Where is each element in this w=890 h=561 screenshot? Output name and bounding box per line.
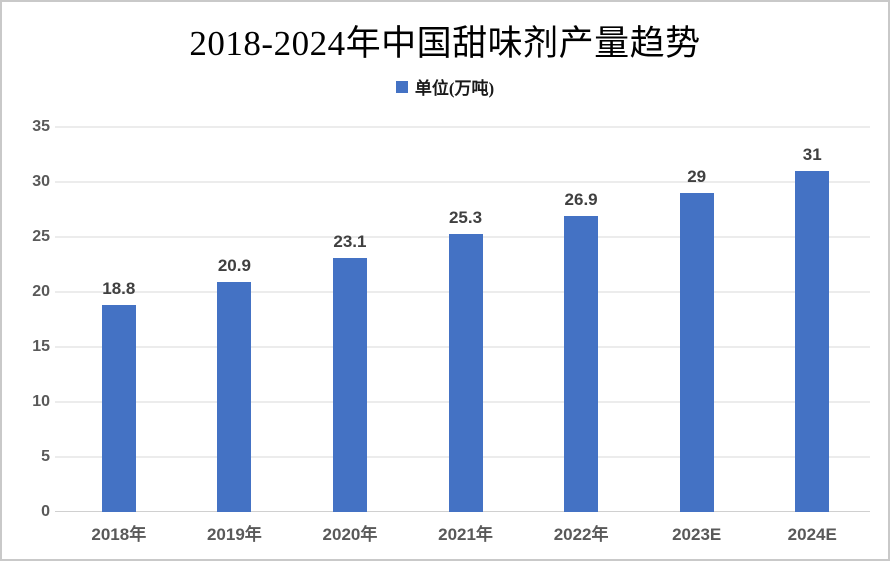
y-tick-label: 30	[32, 173, 50, 190]
bar-column: 23.1	[292, 127, 408, 512]
bar	[101, 305, 136, 512]
bar-value-label: 23.1	[333, 231, 367, 251]
chart-title: 2018-2024年中国甜味剂产量趋势	[189, 24, 701, 63]
x-axis: 2018年 2019年 2020年 2021年 2022年 2023E 2024E	[61, 525, 870, 545]
bar-value-label: 20.9	[217, 256, 251, 276]
y-tick-label: 0	[41, 503, 50, 520]
bar	[332, 257, 367, 512]
y-tick-label: 10	[32, 393, 50, 410]
bar-column: 20.9	[177, 127, 293, 512]
gridline	[55, 181, 870, 183]
bar-column: 25.3	[408, 127, 524, 512]
x-tick-label: 2022年	[553, 525, 609, 544]
plot-area: 18.8 20.9 23.1 25.3 26.9 29 31	[55, 126, 870, 512]
bar-column: 31	[754, 127, 870, 512]
y-tick-label: 15	[32, 338, 50, 355]
x-tick-label: 2019年	[206, 525, 262, 544]
bar	[448, 233, 483, 512]
bar-column: 26.9	[523, 127, 639, 512]
bars: 18.8 20.9 23.1 25.3 26.9 29 31	[61, 127, 870, 512]
bar-value-label: 25.3	[448, 207, 483, 227]
bar	[217, 282, 252, 512]
x-tick-label: 2024E	[787, 525, 837, 544]
y-tick-label: 5	[41, 448, 50, 465]
y-axis: 0 5 10 15 20 25 30 35	[2, 119, 50, 520]
bar-column: 29	[639, 127, 755, 512]
legend-label: 单位(万吨)	[414, 79, 495, 98]
bar-value-label: 26.9	[564, 190, 598, 210]
bar-column: 18.8	[61, 127, 177, 512]
legend: 单位(万吨)	[2, 74, 888, 99]
x-tick-label: 2021年	[438, 525, 493, 544]
x-tick-label: 2018年	[91, 525, 147, 544]
y-tick-label: 25	[32, 228, 50, 245]
bar	[795, 171, 830, 512]
y-tick-label: 35	[32, 118, 50, 135]
bar	[564, 216, 599, 512]
legend-swatch-icon	[395, 80, 408, 93]
bar-value-label: 18.8	[102, 279, 136, 299]
bar	[679, 193, 714, 512]
gridline	[55, 126, 870, 128]
x-tick-label: 2020年	[322, 525, 378, 544]
bar-value-label: 31	[802, 145, 822, 164]
x-tick-label: 2023E	[672, 525, 722, 544]
bar-value-label: 29	[687, 167, 707, 187]
y-tick-label: 20	[32, 283, 50, 300]
